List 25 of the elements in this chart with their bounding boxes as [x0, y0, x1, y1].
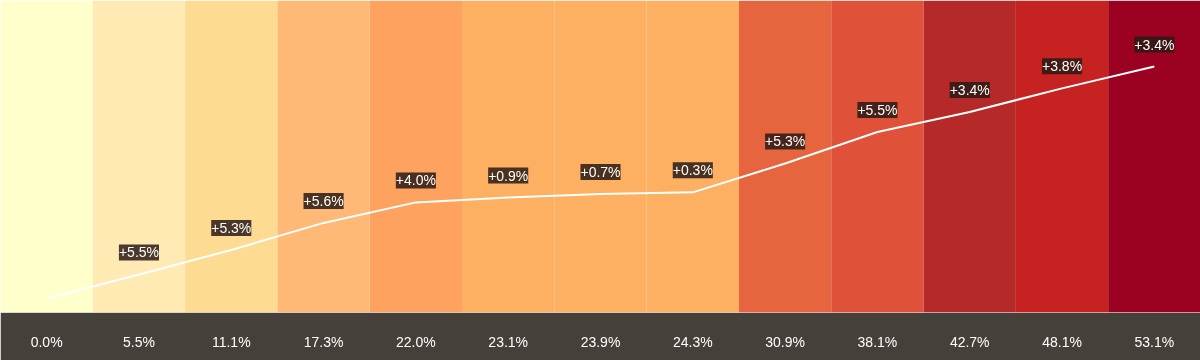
data-label: 22.0%	[396, 333, 436, 350]
data-label: 11.1%	[211, 333, 251, 350]
data-label: 53.1%	[1134, 333, 1175, 350]
data-label: 17.3%	[303, 333, 344, 350]
annotation: +5.5%	[118, 244, 160, 261]
data-label: 23.1%	[488, 333, 529, 350]
annotation: +0.3%	[672, 162, 713, 179]
data-label: 38.1%	[857, 333, 898, 350]
annotation: +3.4%	[949, 81, 990, 98]
annotation: +5.5%	[857, 102, 898, 119]
annotation: +0.9%	[488, 167, 529, 184]
data-label: 42.7%	[949, 333, 990, 350]
annotation: +4.0%	[395, 172, 436, 189]
data-label: 30.9%	[765, 333, 805, 350]
data-label: 5.5%	[123, 333, 155, 350]
annotation: +0.7%	[580, 164, 621, 181]
data-label: 0.0%	[30, 333, 63, 350]
data-label: 48.1%	[1042, 333, 1082, 350]
data-label: 23.9%	[580, 333, 621, 350]
annotation: +5.6%	[303, 192, 344, 209]
annotation: +5.3%	[765, 133, 806, 150]
annotation: +5.3%	[211, 220, 252, 236]
data-label: 24.3%	[672, 333, 713, 350]
annotation: +3.8%	[1042, 58, 1083, 75]
annotation: +3.4%	[1134, 36, 1175, 53]
